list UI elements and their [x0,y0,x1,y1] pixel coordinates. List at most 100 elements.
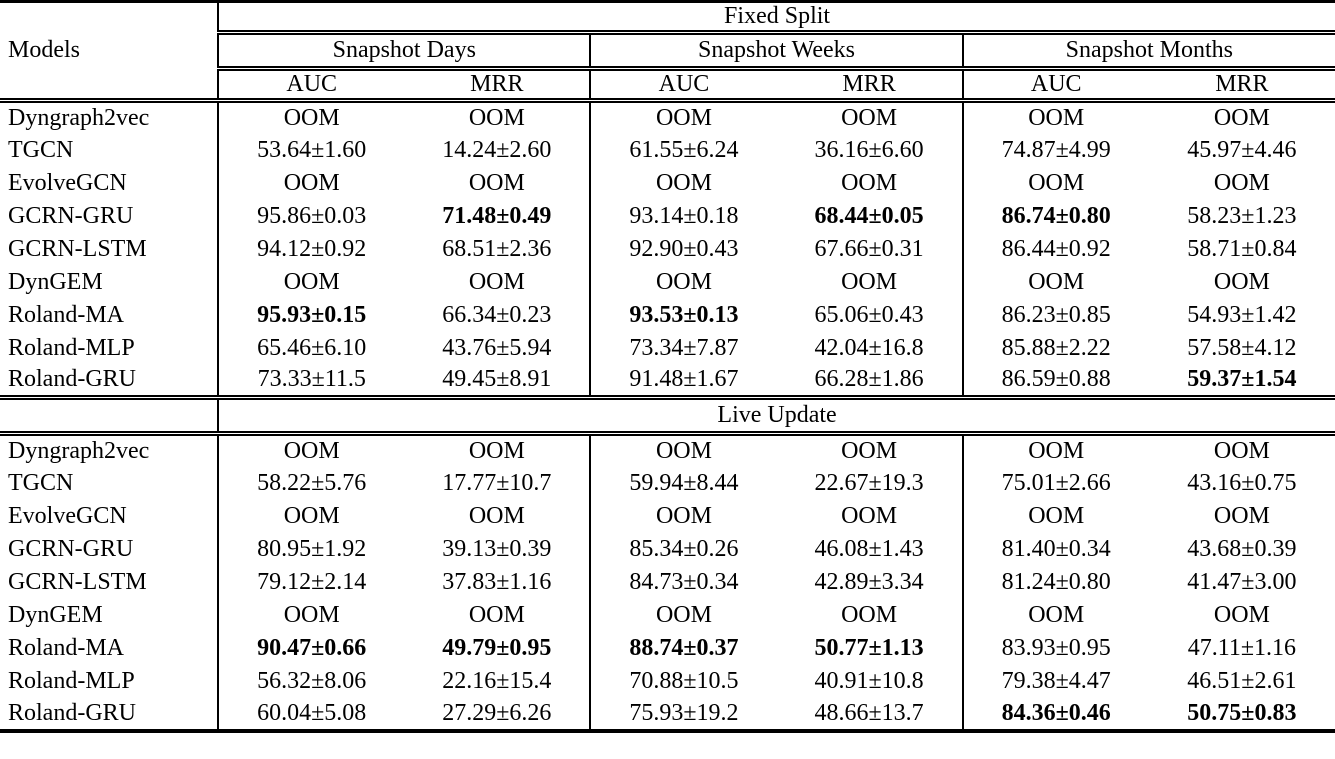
metric-value-cell: 75.01±2.66 [961,466,1149,500]
model-name-cell: Roland-GRU [0,697,220,731]
metric-value-cell: 85.88±2.22 [961,331,1149,365]
table-row: Roland-MA 90.47±0.66 49.79±0.95 88.74±0.37 5… [0,631,1335,665]
metric-value-cell: OOM [1213,437,1270,464]
table-row: Roland-GRU 60.04±5.08 27.29±6.26 75.93±19.2… [0,697,1335,731]
table-row: Dyngraph2vec OOM OOM OOM OOM OOM OOM [0,433,1335,467]
metric-value-cell: 71.48±0.49 [442,202,552,229]
metric-value-cell: OOM [589,433,777,467]
model-name-cell: GCRN-LSTM [0,565,220,599]
metric-value-cell: 57.58±4.12 [1187,334,1297,361]
metric-value-cell: 60.04±5.08 [257,699,367,726]
header-row-metrics: AUC MRR AUC MRR AUC MRR [0,68,1335,103]
header-row-groups: Snapshot Days Snapshot Weeks Snapshot Mo… [0,32,1335,71]
table-row: TGCN 58.22±5.76 17.77±10.7 59.94±8.44 22.67±… [0,466,1335,500]
metric-value-cell: OOM [589,598,777,632]
metric-value-cell: OOM [841,437,898,464]
metric-value-cell: OOM [841,601,898,628]
metric-value-cell: 58.71±0.84 [1187,235,1297,262]
metric-value-cell: OOM [1213,268,1270,295]
metric-header-mrr: MRR [404,68,591,103]
metric-value-cell: OOM [283,601,340,628]
divider-empty-cell [0,395,220,436]
model-name-cell: Roland-MA [0,298,220,332]
metric-value-cell: OOM [1213,104,1270,131]
metric-value-cell: 88.74±0.37 [589,631,777,665]
metric-value-cell: 36.16±6.60 [814,136,924,163]
metric-value-cell: 86.74±0.80 [961,199,1149,233]
metric-header-auc: AUC [218,68,405,103]
metric-value-cell: 80.95±1.92 [257,535,367,562]
metric-value-cell: OOM [283,268,340,295]
table-row: Roland-MLP 65.46±6.10 43.76±5.94 73.34±7.87… [0,331,1335,365]
metric-value-cell: OOM [961,166,1149,200]
metric-value-cell: 84.36±0.46 [961,697,1149,731]
header-row-section: Models Fixed Split [0,1,1335,103]
metric-value-cell: 50.75±0.83 [1187,699,1297,726]
metric-value-cell: 58.23±1.23 [1187,202,1297,229]
metric-value-cell: 75.93±19.2 [589,697,777,731]
model-name-cell: DynGEM [0,265,220,299]
metric-value-cell: 39.13±0.39 [442,535,552,562]
metric-value-cell: OOM [841,169,898,196]
metric-value-cell: OOM [468,601,525,628]
metric-value-cell: 27.29±6.26 [442,699,552,726]
table-row: Roland-MA 95.93±0.15 66.34±0.23 93.53±0.13 6… [0,298,1335,332]
section-title-fixed-split: Fixed Split [218,1,1335,35]
metric-header-auc: AUC [589,68,777,103]
model-name-cell: Roland-MLP [0,664,220,698]
metric-value-cell: OOM [961,598,1149,632]
metric-value-cell: 73.34±7.87 [589,331,777,365]
metric-value-cell: OOM [283,437,340,464]
metric-value-cell: 49.45±8.91 [442,366,552,393]
metric-value-cell: 86.59±0.88 [961,364,1149,398]
fixed-split-section-body: Dyngraph2vec OOM OOM OOM OOM OOM OOM TGCN 53.64±… [0,100,1335,398]
metric-value-cell: 59.94±8.44 [589,466,777,500]
results-table: Models Fixed Split Snapshot Days Snapsho… [0,0,1335,733]
metric-value-cell: 59.37±1.54 [1187,366,1297,393]
table-row: EvolveGCN OOM OOM OOM OOM OOM OOM [0,166,1335,200]
metric-value-cell: 42.89±3.34 [814,568,924,595]
metric-value-cell: 86.23±0.85 [961,298,1149,332]
table-row: DynGEM OOM OOM OOM OOM OOM OOM [0,265,1335,299]
metric-value-cell: 73.33±11.5 [257,366,366,393]
metric-value-cell: 43.76±5.94 [442,334,552,361]
metric-value-cell: 94.12±0.92 [257,235,367,262]
metric-value-cell: 46.08±1.43 [814,535,924,562]
metric-value-cell: 79.38±4.47 [961,664,1149,698]
metric-value-cell: OOM [961,100,1149,134]
model-name-cell: TGCN [0,466,220,500]
metric-value-cell: 61.55±6.24 [589,133,777,167]
section-title-live-update: Live Update [218,395,1335,436]
model-name-cell: GCRN-GRU [0,199,220,233]
metric-header-auc: AUC [961,68,1149,103]
metric-value-cell: 48.66±13.7 [814,699,924,726]
metric-value-cell: 95.93±0.15 [257,301,367,328]
table-row: GCRN-GRU 95.86±0.03 71.48±0.49 93.14±0.18 68… [0,199,1335,233]
group-header-snapshot-days: Snapshot Days [218,32,591,71]
metric-value-cell: 58.22±5.76 [257,469,367,496]
metric-value-cell: 41.47±3.00 [1187,568,1297,595]
metric-header-mrr: MRR [1148,68,1335,103]
metric-value-cell: 95.86±0.03 [257,202,367,229]
metric-value-cell: OOM [468,104,525,131]
model-name-cell: EvolveGCN [0,166,220,200]
metric-value-cell: OOM [841,502,898,529]
metric-value-cell: 43.68±0.39 [1187,535,1297,562]
metric-value-cell: 43.16±0.75 [1187,469,1297,496]
table-row: EvolveGCN OOM OOM OOM OOM OOM OOM [0,499,1335,533]
metric-value-cell: OOM [589,166,777,200]
model-name-cell: Roland-MLP [0,331,220,365]
metric-value-cell: 22.16±15.4 [442,667,552,694]
metric-value-cell: OOM [283,104,340,131]
metric-value-cell: OOM [961,433,1149,467]
metric-value-cell: 85.34±0.26 [589,532,777,566]
metric-value-cell: 53.64±1.60 [257,136,367,163]
model-name-cell: DynGEM [0,598,220,632]
metric-value-cell: 22.67±19.3 [814,469,924,496]
metric-value-cell: OOM [1213,502,1270,529]
table-row: GCRN-GRU 80.95±1.92 39.13±0.39 85.34±0.26 46… [0,532,1335,566]
model-name-cell: TGCN [0,133,220,167]
metric-value-cell: OOM [589,100,777,134]
metric-value-cell: 66.28±1.86 [814,366,924,393]
model-name-cell: EvolveGCN [0,499,220,533]
